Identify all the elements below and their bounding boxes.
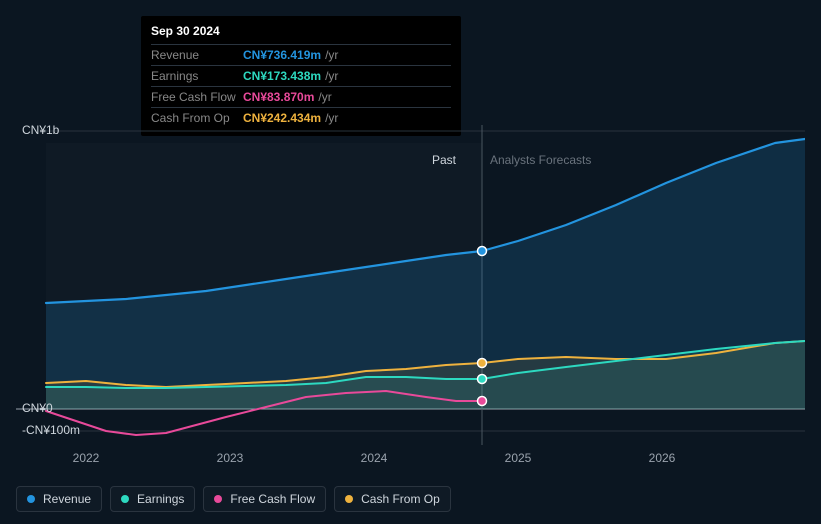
- financials-chart[interactable]: CN¥1bCN¥0-CN¥100m 20222023202420252026 P…: [16, 125, 805, 485]
- tooltip-row-suffix: /yr: [325, 111, 338, 125]
- tooltip-row-value: CN¥83.870m: [243, 90, 314, 104]
- legend-label: Free Cash Flow: [230, 492, 315, 506]
- chart-svg: [16, 125, 805, 445]
- region-label-past: Past: [432, 153, 456, 167]
- tooltip-row-suffix: /yr: [325, 69, 338, 83]
- legend-label: Revenue: [43, 492, 91, 506]
- chart-tooltip: Sep 30 2024 RevenueCN¥736.419m/yrEarning…: [141, 16, 461, 136]
- tooltip-row-label: Earnings: [151, 69, 243, 83]
- x-axis-label: 2025: [505, 451, 532, 465]
- legend-label: Cash From Op: [361, 492, 440, 506]
- legend-item-cash_from_op[interactable]: Cash From Op: [334, 486, 451, 512]
- legend-dot-icon: [27, 495, 35, 503]
- region-label-forecast: Analysts Forecasts: [490, 153, 591, 167]
- tooltip-row: EarningsCN¥173.438m/yr: [151, 66, 451, 87]
- x-axis-label: 2026: [649, 451, 676, 465]
- tooltip-row-suffix: /yr: [325, 48, 338, 62]
- tooltip-row-suffix: /yr: [318, 90, 331, 104]
- legend-dot-icon: [345, 495, 353, 503]
- tooltip-row-value: CN¥736.419m: [243, 48, 321, 62]
- legend-label: Earnings: [137, 492, 184, 506]
- tooltip-row-label: Cash From Op: [151, 111, 243, 125]
- x-axis-label: 2024: [361, 451, 388, 465]
- legend-item-earnings[interactable]: Earnings: [110, 486, 195, 512]
- legend-dot-icon: [214, 495, 222, 503]
- tooltip-title: Sep 30 2024: [151, 24, 451, 45]
- x-axis-label: 2023: [217, 451, 244, 465]
- x-axis: 2022 2023 2024 2025 2026: [16, 451, 805, 467]
- tooltip-row-label: Free Cash Flow: [151, 90, 243, 104]
- legend-dot-icon: [121, 495, 129, 503]
- tooltip-row: RevenueCN¥736.419m/yr: [151, 45, 451, 66]
- chart-legend: Revenue Earnings Free Cash Flow Cash From O…: [16, 486, 451, 512]
- tooltip-row: Free Cash FlowCN¥83.870m/yr: [151, 87, 451, 108]
- tooltip-row-value: CN¥173.438m: [243, 69, 321, 83]
- tooltip-row-value: CN¥242.434m: [243, 111, 321, 125]
- tooltip-row-label: Revenue: [151, 48, 243, 62]
- x-axis-label: 2022: [73, 451, 100, 465]
- legend-item-free_cash_flow[interactable]: Free Cash Flow: [203, 486, 326, 512]
- legend-item-revenue[interactable]: Revenue: [16, 486, 102, 512]
